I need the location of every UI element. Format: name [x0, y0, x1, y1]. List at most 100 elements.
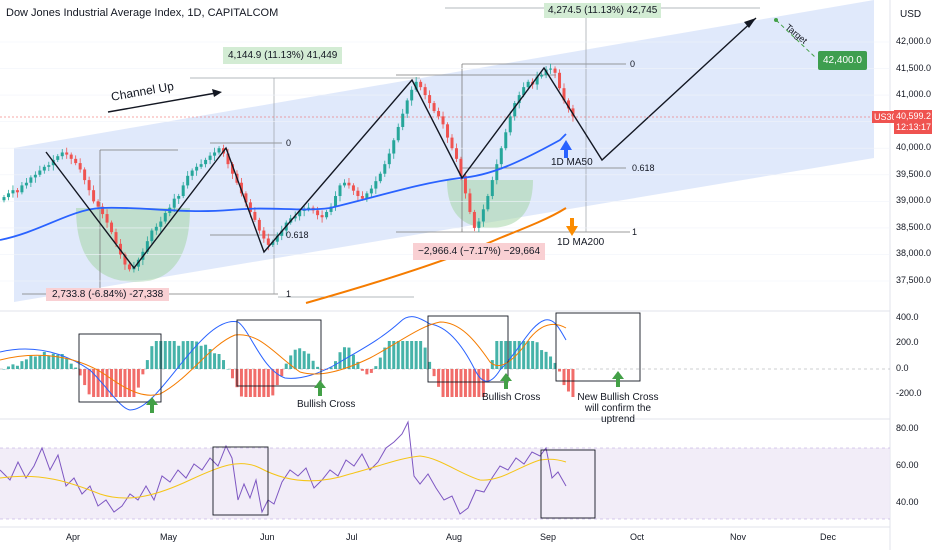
macd-bar — [2, 369, 6, 370]
macd-bar — [33, 356, 37, 369]
macd-bar — [217, 354, 221, 369]
candle-body — [369, 188, 373, 194]
candle-body — [423, 87, 427, 96]
candle-body — [74, 158, 78, 164]
candle-body — [230, 164, 234, 174]
candle-body — [410, 89, 414, 101]
macd-bar — [257, 369, 261, 397]
macd-bar — [513, 341, 517, 369]
macd-bar — [414, 341, 418, 369]
macd-tick: 400.0 — [896, 312, 919, 322]
price-tick: 42,000.0 — [896, 36, 932, 46]
macd-bar — [472, 369, 476, 397]
macd-bar — [177, 345, 181, 369]
candle-body — [414, 81, 418, 90]
macd-bar — [222, 360, 226, 369]
price-tick: 38,000.0 — [896, 248, 932, 259]
macd-boxes — [78, 312, 641, 403]
rsi-box-2 — [540, 449, 596, 519]
candle-body — [504, 132, 508, 149]
chart-title: Dow Jones Industrial Average Index, 1D, … — [6, 7, 279, 19]
rsi-boxes — [212, 446, 596, 519]
candle-body — [495, 164, 499, 181]
candle-body — [472, 211, 476, 228]
candle-body — [6, 193, 10, 198]
macd-bar — [181, 341, 185, 369]
new-cross-note: New Bullish Cross will confirm the uptre… — [572, 392, 664, 425]
candle-body — [96, 201, 100, 207]
candle-body — [78, 163, 82, 170]
macd-arrows — [146, 371, 624, 413]
candle-body — [123, 254, 127, 265]
macd-bar — [280, 369, 284, 377]
candle-body — [181, 185, 185, 197]
candle-body — [405, 100, 409, 114]
macd-bar — [289, 355, 293, 369]
macd-box-2 — [236, 319, 322, 387]
macd-bar — [6, 366, 10, 369]
measure-top-label: 4,274.5 (11.13%) 42,745 — [544, 3, 662, 18]
candle-body — [163, 213, 167, 222]
fib-label-1-c: 1 — [632, 227, 638, 237]
macd-tick: 0.0 — [896, 363, 909, 373]
macd-bar — [244, 369, 248, 397]
candle-body — [540, 74, 544, 77]
macd-bar — [342, 347, 346, 369]
channel-up-zone[interactable] — [14, 0, 874, 302]
candle-body — [110, 222, 114, 233]
candle-body — [24, 182, 28, 186]
macd-bar — [60, 354, 64, 369]
candle-body — [33, 174, 37, 178]
candle-body — [428, 95, 432, 104]
macd-bar — [42, 351, 46, 369]
time-tick: Sep — [540, 532, 557, 542]
macd-bar — [78, 369, 82, 376]
last-price-value: 40,599.2 — [896, 111, 932, 121]
macd-bar — [517, 341, 521, 369]
candle-body — [446, 124, 450, 138]
measure-mid-label: 4,144.9 (11.13%) 41,449 — [223, 47, 343, 64]
measure-down-label: −2,966.4 (−7.17%) −29,664 — [413, 243, 546, 260]
candle-body — [298, 210, 302, 217]
macd-bar — [83, 369, 87, 386]
candle-body — [320, 215, 324, 218]
candle-body — [56, 156, 60, 160]
candle-body — [213, 152, 217, 156]
symbol-badge: US30 — [872, 111, 899, 123]
candle-body — [38, 170, 42, 175]
candle-body — [437, 111, 441, 117]
macd-bar — [114, 369, 118, 397]
measure-low-label: 2,733.8 (-6.84%) -27,338 — [46, 288, 170, 301]
candle-body — [374, 181, 378, 189]
macd-bar — [284, 363, 288, 369]
macd-bar — [302, 351, 306, 369]
macd-bar — [29, 355, 33, 369]
rsi-line — [0, 420, 567, 515]
macd-bar — [20, 361, 24, 369]
candle-body — [114, 232, 118, 244]
macd-bar — [275, 369, 279, 386]
candle-body — [325, 211, 329, 218]
macd-bar — [374, 366, 378, 369]
macd-bar — [105, 369, 109, 397]
macd-bar — [383, 347, 387, 369]
candle-body — [481, 209, 485, 222]
macd-bar — [441, 369, 445, 397]
target-badge[interactable]: 42,400.0 — [818, 51, 867, 70]
candle-body — [60, 152, 64, 157]
macd-bar — [38, 355, 42, 369]
candle-body — [360, 196, 364, 199]
macd-bar — [190, 341, 194, 369]
macd-bar — [11, 364, 15, 369]
macd-bar — [481, 369, 485, 397]
new-cross-line1: New Bullish Cross — [577, 392, 659, 403]
candle-body — [244, 193, 248, 203]
macd-bar — [549, 356, 553, 369]
rsi-ma-line — [0, 455, 567, 499]
macd-bar — [213, 353, 217, 369]
macd-bar — [405, 341, 409, 369]
macd-bar — [338, 352, 342, 369]
macd-bar — [154, 341, 158, 369]
